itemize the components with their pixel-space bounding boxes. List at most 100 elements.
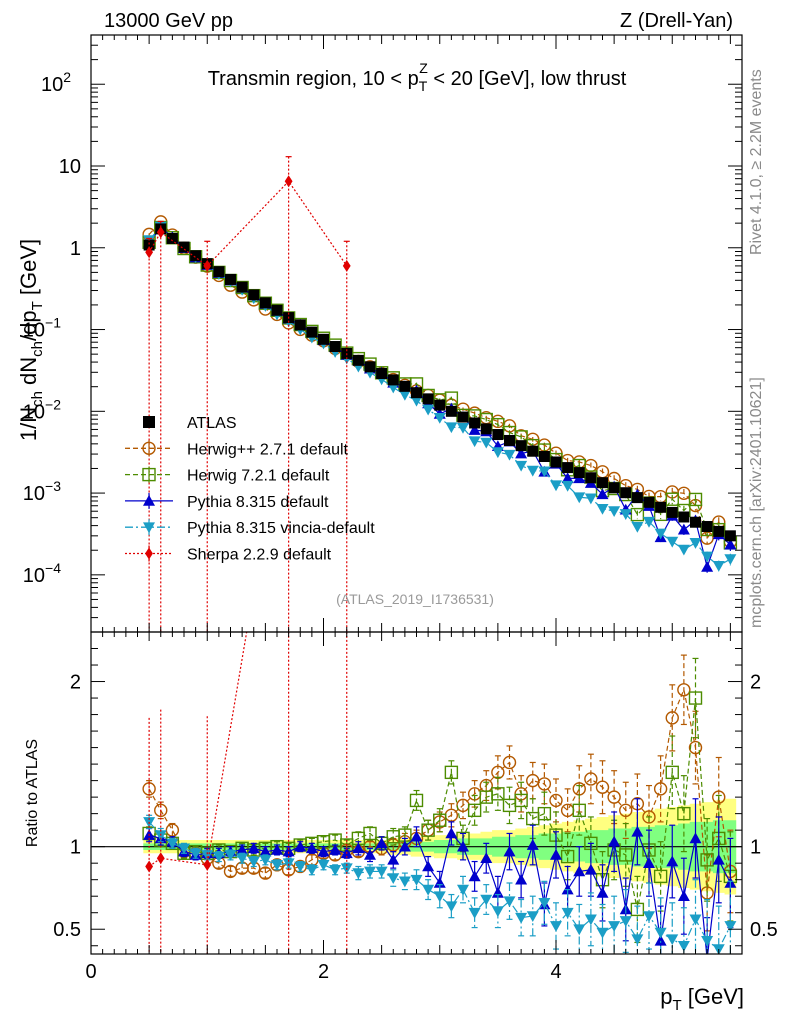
main-point-vincia	[433, 412, 446, 424]
legend-marker-pythia	[143, 494, 155, 506]
ratio-point-vincia	[445, 901, 458, 913]
main-point-vincia	[550, 480, 562, 492]
main-point-vincia	[503, 449, 516, 461]
ratio-point-pythia	[677, 890, 690, 902]
ratio-point-pythia	[422, 860, 435, 872]
ratio-point-vincia	[178, 843, 190, 855]
main-point-pythia	[596, 488, 609, 500]
main-point-vincia	[480, 437, 493, 449]
main-point-atlas	[678, 511, 690, 523]
tick-exponent: −3	[45, 478, 61, 494]
main-point-vincia	[724, 554, 737, 566]
ratio-point-pythia	[305, 842, 318, 854]
ratio-point-vincia	[259, 855, 272, 866]
main-point-pythia	[701, 560, 714, 572]
tick-exponent: 2	[63, 69, 71, 85]
tick-base: 10	[23, 483, 45, 505]
main-point-atlas	[469, 417, 481, 429]
legend-marker-atlas	[143, 416, 155, 428]
ratio-point-vincia	[550, 921, 562, 932]
main-point-atlas	[352, 354, 364, 366]
ratio-point-herwigpp	[502, 755, 517, 770]
main-point-atlas	[480, 423, 492, 435]
ratio-series-pythia	[143, 798, 737, 954]
ratio-point-pythia	[375, 837, 388, 849]
ratio-point-herwig7	[560, 849, 575, 864]
ratio-point-vincia	[480, 894, 493, 906]
main-plot-points	[142, 156, 738, 632]
main-point-atlas	[655, 501, 667, 513]
main-point-vincia	[445, 422, 458, 434]
main-point-vincia	[573, 492, 586, 504]
ratio-point-pythia	[608, 835, 621, 847]
legend-entry-herwig7: Herwig 7.2.1 default	[125, 466, 330, 485]
ratio-point-vincia	[154, 830, 167, 842]
ratio-point-pythia	[259, 845, 272, 857]
ratio-point-vincia	[468, 907, 481, 919]
ratio-point-pythia	[329, 843, 342, 855]
legend-label-atlas: ATLAS	[187, 415, 237, 432]
main-point-vincia	[701, 551, 714, 563]
ratio-point-herwigpp	[712, 790, 726, 804]
ratio-point-herwig7	[665, 765, 679, 780]
main-y-tick-label: 1	[70, 238, 81, 260]
ratio-point-vincia	[224, 850, 237, 861]
main-point-vincia	[666, 536, 679, 548]
plot-title: Transmin region, 10 < pTZ < 20 [GeV], lo…	[208, 60, 627, 94]
legend-label-herwigpp: Herwig++ 2.7.1 default	[187, 441, 349, 458]
main-point-pythia	[724, 538, 737, 550]
main-point-atlas	[364, 361, 376, 373]
ratio-point-pythia	[666, 855, 679, 867]
main-point-atlas	[236, 281, 248, 293]
main-point-atlas	[538, 451, 550, 463]
ratio-point-herwig7	[653, 869, 668, 884]
main-plot-frame	[90, 34, 743, 633]
legend: ATLAS Herwig++ 2.7.1 default Herwig 7.2.1 …	[125, 415, 375, 564]
ratio-point-herwig7	[630, 902, 645, 917]
main-point-atlas	[631, 492, 643, 504]
legend-entry-pythia: Pythia 8.315 default	[125, 492, 329, 511]
main-point-vincia	[561, 480, 574, 492]
ratio-point-herwig7	[700, 853, 714, 867]
ratio-plot-points	[142, 632, 738, 954]
main-point-pythia	[468, 424, 481, 435]
main-point-atlas	[399, 380, 411, 392]
legend-entry-herwigpp: Herwig++ 2.7.1 default	[125, 440, 349, 458]
ratio-point-pythia	[247, 842, 260, 854]
ratio-line-herwigpp	[148, 687, 731, 893]
ratio-point-pythia	[631, 825, 644, 837]
ratio-series-sherpa	[145, 632, 348, 954]
plot-title-pre: Transmin region, 10 < p	[208, 68, 419, 90]
main-point-atlas	[329, 341, 341, 353]
plot-title-post: < 20 [GeV], low thrust	[428, 68, 627, 90]
ratio-point-herwigpp	[549, 793, 563, 808]
main-point-atlas	[294, 319, 306, 331]
ratio-point-pythia	[445, 827, 458, 839]
legend-entry-sherpa: Sherpa 2.2.9 default	[125, 545, 332, 564]
tick-exponent: −2	[45, 396, 61, 412]
ratio-point-herwig7	[688, 691, 703, 705]
ratio-point-vincia	[503, 896, 516, 908]
ratio-point-herwigpp	[584, 772, 598, 786]
ratio-point-pythia	[584, 863, 597, 875]
main-point-atlas	[550, 456, 562, 468]
ratio-point-vincia	[608, 921, 621, 932]
main-point-vincia	[584, 493, 597, 505]
ratio-point-herwigpp	[154, 803, 168, 818]
ratio-point-pythia	[480, 852, 493, 864]
main-point-atlas	[608, 482, 620, 494]
ratio-point-pythia	[515, 873, 528, 885]
main-point-vincia	[538, 466, 551, 478]
legend-label-herwig7: Herwig 7.2.1 default	[187, 468, 330, 485]
main-point-atlas	[445, 405, 457, 417]
main-point-atlas	[585, 472, 597, 484]
ratio-point-herwigpp	[537, 777, 552, 791]
tick-base: 1	[70, 238, 81, 260]
ratio-y-tick-label-right: 0.5	[750, 919, 778, 941]
main-point-atlas	[643, 496, 655, 508]
ratio-point-pythia	[643, 857, 655, 868]
ratio-point-herwig7	[363, 826, 377, 841]
main-point-sherpa	[145, 246, 154, 259]
ratio-point-vincia	[398, 876, 411, 888]
